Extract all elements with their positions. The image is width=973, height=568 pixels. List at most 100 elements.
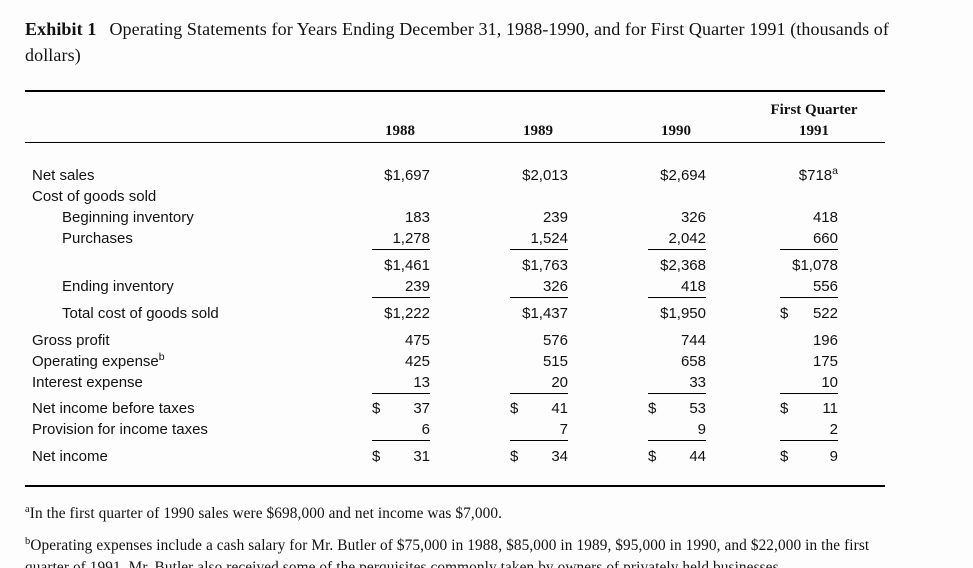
cell-1989: $1,437	[522, 305, 568, 322]
column-header-1988: 1988	[385, 122, 415, 139]
cell-1988: 6	[345, 421, 483, 441]
header-row-first-quarter: First Quarter	[25, 100, 973, 121]
cell-1990: 326	[680, 209, 706, 226]
footnotes: aIn the first quarter of 1990 sales were…	[25, 503, 910, 568]
cell-1989: $34	[510, 448, 568, 465]
cell-1991: $1,078	[792, 257, 838, 274]
cell-1991: $9	[780, 448, 838, 465]
table-header-rule	[25, 141, 885, 143]
cell-1989: $2,013	[522, 167, 568, 184]
cell-1988: 425	[404, 353, 430, 370]
cell-1990: $1,950	[660, 305, 706, 322]
cell-1990: 744	[680, 332, 706, 349]
table-row-beginning-inventory: Beginning inventory 183 239 326 418	[25, 209, 973, 230]
table-row-net-income: Net income $31 $34 $44 $9	[25, 448, 973, 469]
cell-1989: 326	[483, 278, 621, 298]
cell-1988: 239	[345, 278, 483, 298]
footnote-b-marker: b	[25, 535, 31, 547]
cell-1990: $44	[648, 448, 706, 465]
cell-1988: 475	[404, 332, 430, 349]
row-label: Interest expense	[32, 374, 143, 391]
cell-1990: 658	[680, 353, 706, 370]
table-top-rule	[25, 90, 885, 92]
column-header-1990: 1990	[661, 122, 691, 139]
cell-1988: $37	[372, 400, 430, 417]
footnote-marker-b-ref: b	[158, 351, 165, 363]
column-header-1989: 1989	[523, 122, 553, 139]
cell-1989: 515	[542, 353, 568, 370]
table-row-interest-expense: Interest expense 13 20 33 10	[25, 374, 973, 395]
footnote-a-text: In the first quarter of 1990 sales were …	[29, 504, 502, 522]
exhibit-title-text: Operating Statements for Years Ending De…	[25, 19, 889, 65]
header-row-years: 1988 1989 1990 1991	[25, 121, 973, 142]
table-row-net-income-before-taxes: Net income before taxes $37 $41 $53 $11	[25, 400, 973, 421]
cell-1991: 418	[812, 209, 838, 226]
cell-1991: 196	[812, 332, 838, 349]
cell-1988: 13	[345, 374, 483, 394]
footnote-b-text: Operating expenses include a cash salary…	[25, 536, 870, 568]
cell-1991: 660	[759, 230, 897, 250]
cell-1989: 20	[483, 374, 621, 394]
cell-1988: $1,697	[384, 167, 430, 184]
row-label: Gross profit	[32, 332, 110, 349]
table-row-provision-for-income-taxes: Provision for income taxes 6 7 9 2	[25, 421, 973, 442]
header-label-spacer	[25, 121, 345, 142]
table-row-gross-profit: Gross profit 475 576 744 196	[25, 332, 973, 353]
table-row-net-sales: Net sales $1,697 $2,013 $2,694 $718a	[25, 165, 973, 188]
cell-1989: $1,763	[522, 257, 568, 274]
row-label: Total cost of goods sold	[62, 305, 219, 322]
footnote-marker-a-ref: a	[832, 165, 838, 177]
dollar-sign: $	[648, 400, 657, 417]
dollar-sign: $	[510, 400, 519, 417]
cell-1989: 576	[542, 332, 568, 349]
table-row-goods-available: $1,461 $1,763 $2,368 $1,078	[25, 257, 973, 278]
column-header-first-quarter: First Quarter	[770, 101, 858, 118]
footnote-a-marker: a	[25, 503, 30, 515]
footnote-b: bOperating expenses include a cash salar…	[25, 535, 910, 568]
row-label: Beginning inventory	[62, 209, 194, 226]
row-label: Operating expenseb	[32, 351, 165, 370]
row-label: Provision for income taxes	[32, 421, 208, 438]
column-header-1991: 1991	[799, 122, 829, 139]
cell-1990: 9	[621, 421, 759, 441]
row-label: Net income	[32, 448, 108, 465]
cell-1991: $11	[780, 400, 838, 417]
table-bottom-rule	[25, 485, 885, 487]
table-row-purchases: Purchases 1,278 1,524 2,042 660	[25, 230, 973, 251]
row-label: Net income before taxes	[32, 400, 195, 417]
cell-1988: $31	[372, 448, 430, 465]
cell-1988: 1,278	[345, 230, 483, 250]
dollar-sign: $	[780, 400, 789, 417]
dollar-sign: $	[372, 448, 381, 465]
cell-1991: 175	[812, 353, 838, 370]
dollar-sign: $	[510, 448, 519, 465]
cell-1991: $522	[780, 305, 838, 322]
cell-1990: $53	[648, 400, 706, 417]
cell-1991: 10	[759, 374, 897, 394]
exhibit-number: Exhibit 1	[25, 19, 97, 39]
dollar-sign: $	[780, 448, 789, 465]
cell-1989: 7	[483, 421, 621, 441]
exhibit-title: Exhibit 1 Operating Statements for Years …	[25, 16, 918, 68]
row-label: Net sales	[32, 167, 95, 184]
cell-1990: $2,694	[660, 167, 706, 184]
table-row-total-cost-of-goods-sold: Total cost of goods sold $1,222 $1,437 $…	[25, 305, 973, 326]
cell-1990: $2,368	[660, 257, 706, 274]
cell-1990: 33	[621, 374, 759, 394]
cell-1989: 239	[542, 209, 568, 226]
table-body: Net sales $1,697 $2,013 $2,694 $718a Cos…	[25, 165, 973, 469]
table-row-cost-of-goods-sold: Cost of goods sold	[25, 188, 973, 209]
cell-1988: 183	[404, 209, 430, 226]
table-row-operating-expense: Operating expenseb 425 515 658 175	[25, 351, 973, 374]
cell-1988: $1,222	[384, 305, 430, 322]
cell-1991: 2	[759, 421, 897, 441]
cell-1990: 2,042	[621, 230, 759, 250]
row-label: Ending inventory	[62, 278, 174, 295]
cell-1991: 556	[759, 278, 897, 298]
dollar-sign: $	[780, 305, 789, 322]
footnote-a: aIn the first quarter of 1990 sales were…	[25, 503, 910, 525]
cell-1991: $718a	[798, 165, 838, 184]
cell-1990: 418	[621, 278, 759, 298]
row-label: Cost of goods sold	[32, 188, 157, 205]
